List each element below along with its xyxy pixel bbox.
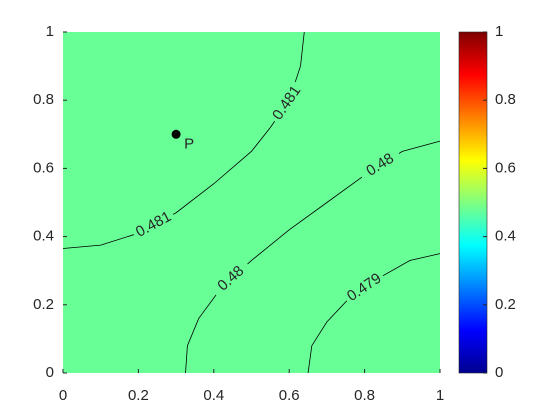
y-tick-label: 0.8 xyxy=(33,91,54,108)
colorbar-tick-label: 0 xyxy=(495,364,503,381)
colorbar-tick-label: 0.8 xyxy=(495,91,516,108)
colorbar-tick-label: 0.2 xyxy=(495,296,516,313)
point-label: P xyxy=(184,135,194,152)
y-tick-label: 1 xyxy=(46,23,54,40)
x-tick-label: 1 xyxy=(436,387,444,404)
point-marker xyxy=(171,129,181,139)
x-tick-label: 0 xyxy=(59,387,67,404)
y-tick-label: 0.2 xyxy=(33,296,54,313)
y-tick-label: 0.4 xyxy=(33,228,54,245)
y-tick-label: 0.6 xyxy=(33,159,54,176)
colorbar-tick-label: 0.4 xyxy=(495,228,516,245)
colorbar xyxy=(458,31,488,374)
colorbar-tick-label: 1 xyxy=(495,23,503,40)
contour-label-gap xyxy=(341,268,388,307)
x-tick-label: 0.4 xyxy=(203,387,224,404)
contour-label-gap xyxy=(357,146,404,184)
contour-label-gap xyxy=(130,207,177,243)
y-tick-label: 0 xyxy=(46,364,54,381)
plot-area xyxy=(63,32,440,373)
x-tick-label: 0.8 xyxy=(354,387,375,404)
x-tick-label: 0.6 xyxy=(279,387,300,404)
contour-label-gap xyxy=(268,80,307,126)
colorbar-tick-label: 0.6 xyxy=(495,159,516,176)
contour-label-gap xyxy=(209,258,253,300)
x-tick-label: 0.2 xyxy=(128,387,149,404)
